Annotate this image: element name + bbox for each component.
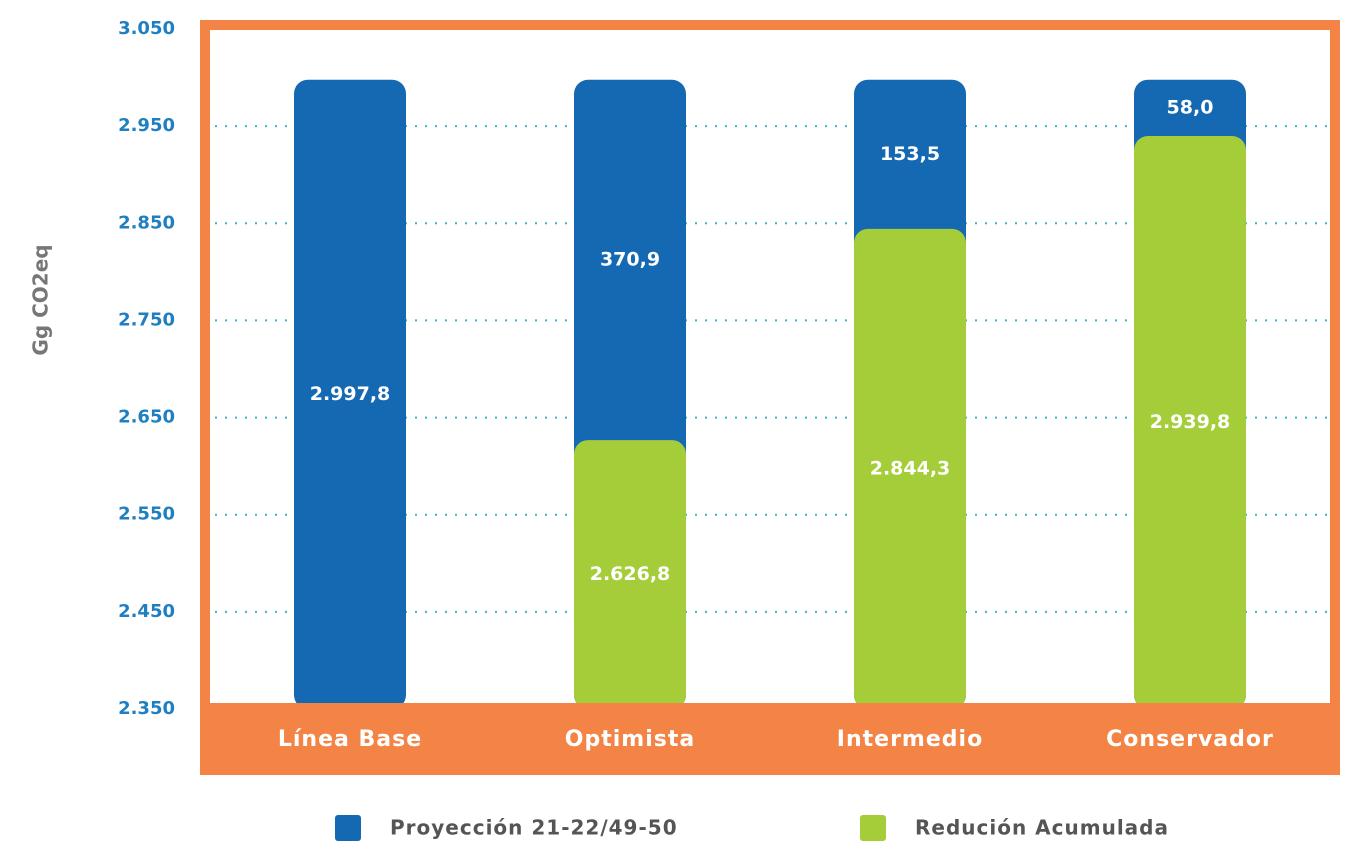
x-tick-label: Conservador	[1106, 727, 1274, 752]
legend-label: Proyección 21-22/49-50	[390, 816, 678, 840]
legend-label: Redución Acumulada	[915, 816, 1169, 840]
value-label: 58,0	[1167, 96, 1214, 118]
y-tick-label: 2.950	[118, 115, 175, 136]
y-tick-label: 2.650	[118, 407, 175, 428]
value-label: 370,9	[600, 248, 660, 270]
category-band	[205, 703, 1335, 770]
y-tick-label: 2.750	[118, 309, 175, 330]
value-label: 2.939,8	[1150, 411, 1231, 433]
value-label: 2.626,8	[590, 563, 671, 585]
y-tick-label: 2.350	[118, 698, 175, 719]
value-label: 2.997,8	[310, 383, 391, 405]
y-tick-label: 3.050	[118, 18, 175, 39]
bar-segment	[1134, 136, 1246, 710]
y-tick-label: 2.550	[118, 504, 175, 525]
x-tick-label: Optimista	[565, 727, 695, 752]
bar-segment	[294, 79, 406, 710]
y-tick-label: 2.450	[118, 601, 175, 622]
y-axis-label: Gg CO2eq	[29, 244, 53, 355]
value-label: 2.844,3	[870, 457, 951, 479]
legend-swatch	[860, 815, 886, 841]
legend-swatch	[335, 815, 361, 841]
x-tick-label: Línea Base	[278, 727, 422, 752]
value-label: 153,5	[880, 143, 940, 165]
bar-segment	[854, 228, 966, 709]
bar-segment	[574, 440, 686, 709]
y-tick-label: 2.850	[118, 212, 175, 233]
x-tick-label: Intermedio	[837, 727, 983, 752]
